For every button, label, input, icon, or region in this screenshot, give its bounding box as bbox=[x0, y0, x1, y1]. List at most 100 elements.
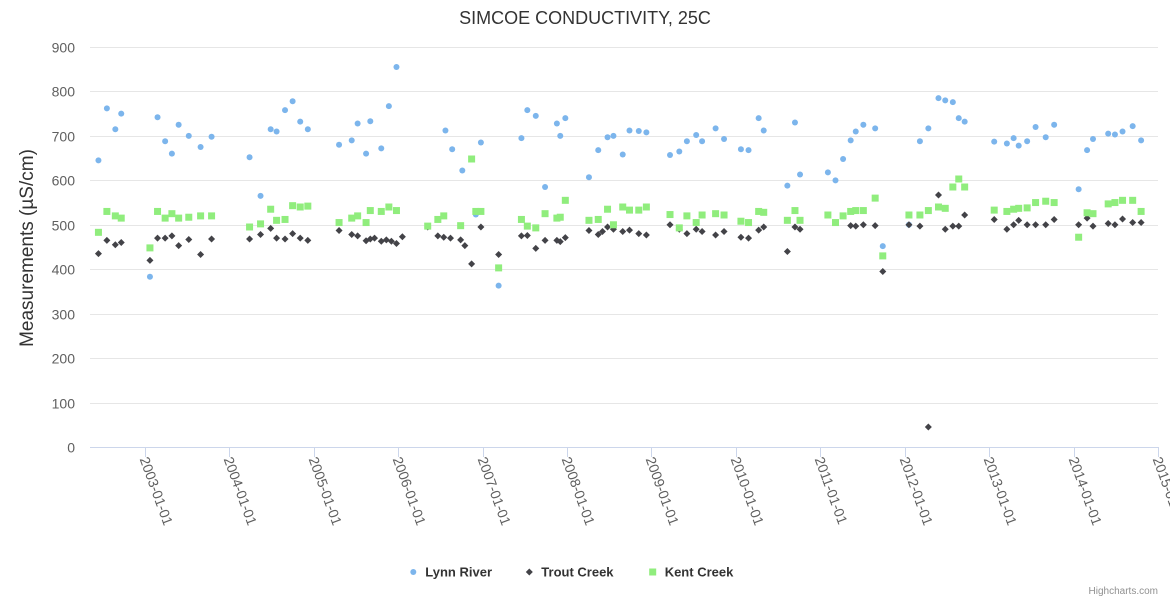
legend-item-kent-creek[interactable]: Kent Creek bbox=[649, 565, 734, 580]
data-point-lynn-river[interactable] bbox=[495, 282, 502, 289]
data-point-kent-creek[interactable] bbox=[1137, 207, 1145, 215]
legend-item-lynn-river[interactable]: Lynn River bbox=[410, 565, 492, 580]
data-point-trout-creek[interactable] bbox=[1075, 221, 1083, 229]
data-point-lynn-river[interactable] bbox=[712, 125, 719, 132]
data-point-trout-creek[interactable] bbox=[175, 242, 183, 250]
data-point-trout-creek[interactable] bbox=[871, 222, 879, 230]
data-point-lynn-river[interactable] bbox=[282, 107, 289, 114]
data-point-kent-creek[interactable] bbox=[698, 211, 706, 219]
data-point-lynn-river[interactable] bbox=[1003, 140, 1010, 147]
data-point-lynn-river[interactable] bbox=[791, 119, 798, 126]
data-point-trout-creek[interactable] bbox=[561, 234, 569, 242]
data-point-trout-creek[interactable] bbox=[1042, 221, 1050, 229]
data-point-lynn-river[interactable] bbox=[532, 112, 539, 119]
data-point-trout-creek[interactable] bbox=[934, 191, 942, 199]
data-point-kent-creek[interactable] bbox=[385, 203, 393, 211]
data-point-lynn-river[interactable] bbox=[449, 146, 456, 153]
data-point-kent-creek[interactable] bbox=[609, 221, 617, 229]
data-point-trout-creek[interactable] bbox=[1119, 215, 1127, 223]
data-point-kent-creek[interactable] bbox=[949, 183, 957, 191]
data-point-trout-creek[interactable] bbox=[712, 231, 720, 239]
data-point-kent-creek[interactable] bbox=[666, 211, 674, 219]
data-point-lynn-river[interactable] bbox=[289, 98, 296, 105]
data-point-trout-creek[interactable] bbox=[1032, 221, 1040, 229]
data-point-lynn-river[interactable] bbox=[1119, 128, 1126, 135]
data-point-lynn-river[interactable] bbox=[162, 138, 169, 145]
data-point-kent-creek[interactable] bbox=[783, 216, 791, 224]
data-point-trout-creek[interactable] bbox=[541, 236, 549, 244]
data-point-lynn-river[interactable] bbox=[257, 192, 264, 199]
data-point-kent-creek[interactable] bbox=[1003, 207, 1011, 215]
data-point-trout-creek[interactable] bbox=[594, 231, 602, 239]
data-point-lynn-river[interactable] bbox=[991, 138, 998, 145]
data-point-lynn-river[interactable] bbox=[442, 127, 449, 134]
data-point-kent-creek[interactable] bbox=[1075, 233, 1083, 241]
data-point-trout-creek[interactable] bbox=[1083, 214, 1091, 222]
data-point-lynn-river[interactable] bbox=[683, 138, 690, 145]
data-point-lynn-river[interactable] bbox=[1010, 135, 1017, 142]
data-point-trout-creek[interactable] bbox=[961, 211, 969, 219]
data-point-kent-creek[interactable] bbox=[1129, 196, 1137, 204]
data-point-trout-creek[interactable] bbox=[604, 223, 612, 231]
data-point-kent-creek[interactable] bbox=[692, 219, 700, 227]
data-point-kent-creek[interactable] bbox=[1119, 196, 1127, 204]
data-point-lynn-river[interactable] bbox=[348, 137, 355, 144]
data-point-trout-creek[interactable] bbox=[447, 234, 455, 242]
legend-symbol-trout-creek[interactable] bbox=[525, 568, 533, 576]
data-point-kent-creek[interactable] bbox=[791, 207, 799, 215]
data-point-lynn-river[interactable] bbox=[393, 64, 400, 70]
data-point-lynn-river[interactable] bbox=[832, 177, 839, 184]
data-point-lynn-river[interactable] bbox=[354, 120, 361, 127]
data-point-trout-creek[interactable] bbox=[745, 234, 753, 242]
data-point-kent-creek[interactable] bbox=[561, 196, 569, 204]
data-point-trout-creek[interactable] bbox=[468, 260, 476, 268]
data-point-kent-creek[interactable] bbox=[1015, 204, 1023, 212]
data-point-kent-creek[interactable] bbox=[296, 203, 304, 211]
data-point-kent-creek[interactable] bbox=[824, 211, 832, 219]
data-point-kent-creek[interactable] bbox=[517, 215, 525, 223]
data-point-lynn-river[interactable] bbox=[797, 171, 804, 178]
data-point-lynn-river[interactable] bbox=[760, 127, 767, 134]
legend-symbol-kent-creek[interactable] bbox=[649, 568, 657, 576]
data-point-trout-creek[interactable] bbox=[698, 227, 706, 235]
data-point-trout-creek[interactable] bbox=[666, 221, 674, 229]
data-point-lynn-river[interactable] bbox=[524, 107, 531, 114]
data-point-trout-creek[interactable] bbox=[281, 235, 289, 243]
data-point-kent-creek[interactable] bbox=[859, 207, 867, 215]
data-point-trout-creek[interactable] bbox=[273, 234, 281, 242]
data-point-lynn-river[interactable] bbox=[1075, 186, 1082, 193]
data-point-trout-creek[interactable] bbox=[517, 232, 525, 240]
data-point-kent-creek[interactable] bbox=[289, 202, 297, 210]
data-point-kent-creek[interactable] bbox=[348, 214, 356, 222]
data-point-lynn-river[interactable] bbox=[635, 128, 642, 134]
data-point-kent-creek[interactable] bbox=[541, 210, 549, 218]
data-point-kent-creek[interactable] bbox=[619, 203, 627, 211]
data-point-lynn-river[interactable] bbox=[175, 121, 182, 128]
data-point-kent-creek[interactable] bbox=[847, 207, 855, 215]
data-point-lynn-river[interactable] bbox=[824, 169, 831, 176]
data-point-kent-creek[interactable] bbox=[495, 264, 503, 272]
data-point-kent-creek[interactable] bbox=[392, 207, 400, 215]
data-point-lynn-river[interactable] bbox=[626, 127, 633, 134]
data-point-kent-creek[interactable] bbox=[594, 215, 602, 223]
data-point-kent-creek[interactable] bbox=[146, 244, 154, 252]
data-point-trout-creek[interactable] bbox=[161, 234, 169, 242]
data-point-trout-creek[interactable] bbox=[461, 242, 469, 250]
data-point-kent-creek[interactable] bbox=[197, 212, 205, 220]
data-point-lynn-river[interactable] bbox=[1111, 131, 1118, 138]
data-point-trout-creek[interactable] bbox=[382, 236, 390, 244]
data-point-lynn-river[interactable] bbox=[208, 133, 215, 140]
data-point-trout-creek[interactable] bbox=[737, 233, 745, 241]
data-point-kent-creek[interactable] bbox=[635, 206, 643, 214]
data-point-kent-creek[interactable] bbox=[720, 211, 728, 219]
data-point-trout-creek[interactable] bbox=[683, 230, 691, 238]
data-point-lynn-river[interactable] bbox=[459, 167, 466, 174]
data-point-trout-creek[interactable] bbox=[117, 239, 125, 247]
data-point-lynn-river[interactable] bbox=[95, 157, 102, 164]
data-point-lynn-river[interactable] bbox=[643, 129, 650, 136]
data-point-lynn-river[interactable] bbox=[246, 154, 253, 161]
data-point-trout-creek[interactable] bbox=[1010, 221, 1018, 229]
data-point-trout-creek[interactable] bbox=[296, 234, 304, 242]
data-point-kent-creek[interactable] bbox=[185, 213, 193, 221]
data-point-kent-creek[interactable] bbox=[468, 155, 476, 163]
